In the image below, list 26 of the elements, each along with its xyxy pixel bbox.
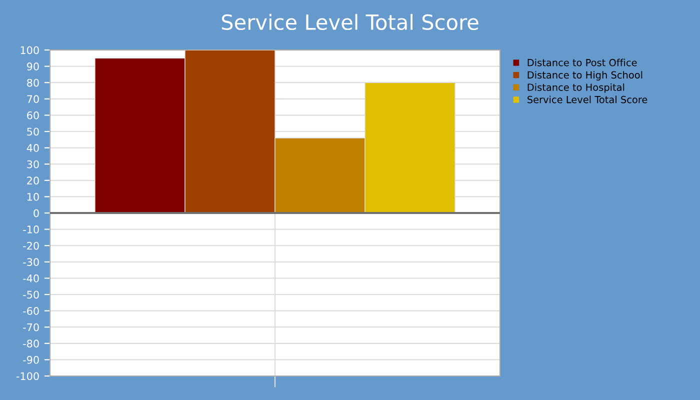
- y-tick-label: 0: [34, 209, 39, 218]
- chart-title: Service Level Total Score: [222, 14, 478, 30]
- y-tick-label: 10: [27, 192, 39, 201]
- y-tick-label: 30: [27, 160, 39, 168]
- y-tick-label: -60: [23, 307, 39, 315]
- y-tick-label: -20: [23, 242, 39, 250]
- legend-label: Service Level Total Score: [528, 96, 648, 104]
- y-tick-label: 20: [27, 176, 39, 185]
- y-tick-label: -100: [16, 372, 39, 380]
- y-tick-label: 90: [26, 62, 39, 70]
- y-tick-label: 50: [27, 128, 39, 136]
- legend-label: Distance to High School: [528, 71, 642, 80]
- y-tick-label: -10: [23, 226, 39, 234]
- y-tick-label: -40: [23, 274, 39, 282]
- y-tick-label: -90: [23, 356, 39, 364]
- y-tick-label: 80: [27, 78, 39, 87]
- y-tick-label: -50: [23, 290, 39, 299]
- y-tick-label: 40: [26, 144, 39, 152]
- legend-label: Distance to Post Office: [528, 58, 637, 66]
- y-tick-label: -70: [23, 323, 39, 332]
- y-tick-label: -80: [23, 340, 39, 348]
- y-tick-label: 60: [27, 111, 39, 120]
- y-tick-label: 70: [27, 95, 39, 104]
- y-tick-label: -30: [23, 258, 39, 266]
- y-tick-label: 100: [20, 46, 39, 54]
- legend-label: Distance to Hospital: [528, 83, 624, 93]
